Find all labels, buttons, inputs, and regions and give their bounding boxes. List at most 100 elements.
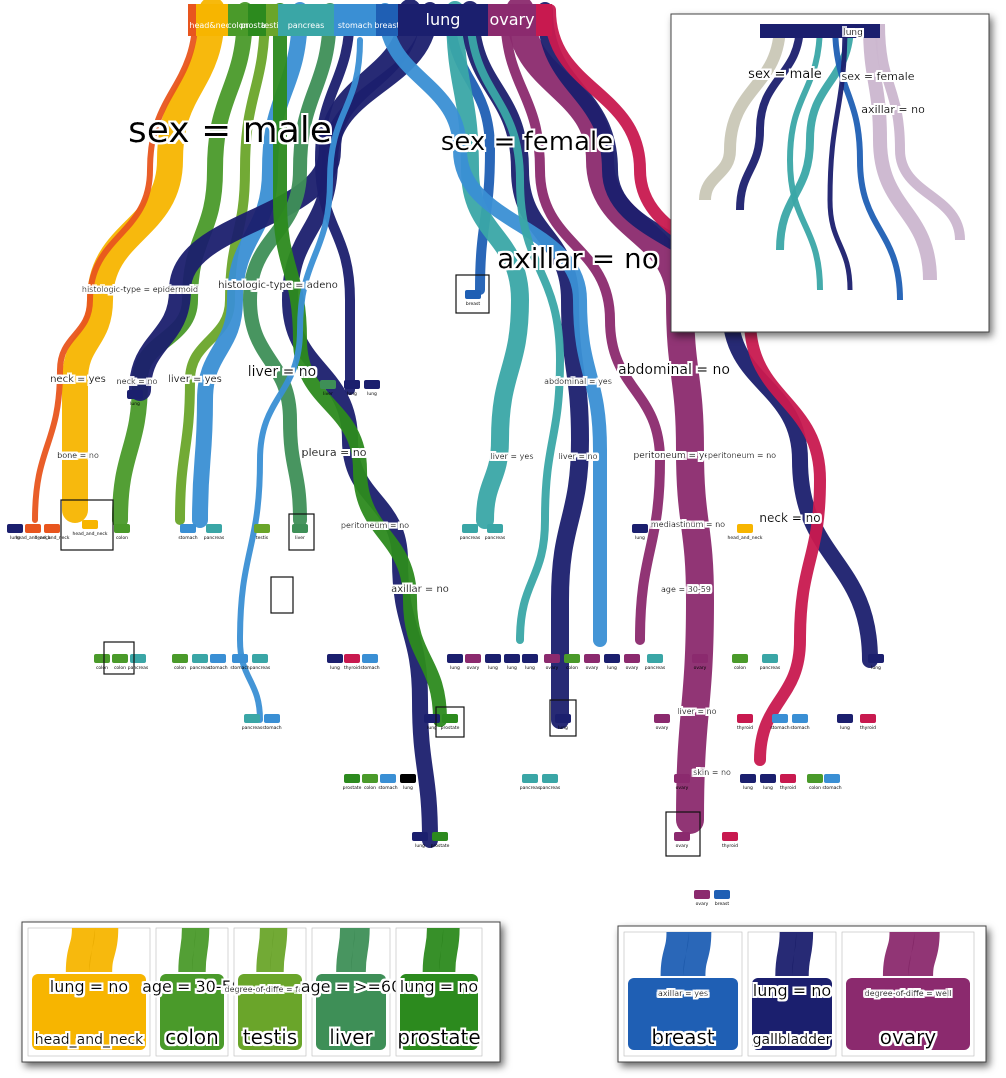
leaf-6-leaf-block [206, 524, 222, 533]
zoom-right-flow-1 [775, 931, 814, 977]
leaf-44-leaf-label: pancreas [760, 665, 781, 671]
split-sex-female: sex = female [441, 127, 613, 157]
zoom-left-leaf-block-1 [160, 974, 224, 1050]
split-peritoneum-no: peritoneum = no [341, 521, 409, 530]
leaf-13-leaf-block [127, 390, 143, 399]
leaf-53-leaf-label: lung [840, 725, 850, 731]
top-class-segment-2 [228, 4, 248, 36]
orange-flow [32, 7, 199, 523]
zoom-left-flow-0 [65, 927, 119, 973]
leaf-22-leaf-block [192, 654, 208, 663]
leaf-4-leaf-block [114, 524, 130, 533]
split-liver-no: liver = no [248, 364, 317, 380]
zoom-right-split-label-1: lung = no [753, 981, 831, 1000]
leaf-65-leaf-label: colon [809, 785, 821, 791]
zoom-left-leaf-label-2: testis [243, 1025, 297, 1049]
leaf-51-leaf-label: stomach [770, 725, 789, 731]
leaf-63-leaf-label: lung [763, 785, 773, 791]
highlight-box-6 [549, 699, 577, 737]
leaf-31-leaf-block [447, 654, 463, 663]
stomach-flow-thin [236, 37, 363, 723]
leaf-16-leaf-label: lung [367, 391, 377, 397]
leaf-17-leaf-block [465, 290, 481, 299]
zoom-right-flow-0 [660, 931, 712, 977]
zoom-right-flow-2 [882, 931, 940, 977]
zoom-left-leaf-label-3: liver [329, 1025, 373, 1049]
zoom-left-column-4: lung = no prostate [395, 927, 483, 1057]
leaf-11-leaf-label: lung [635, 535, 645, 541]
split-liver-no-right: liver = no [558, 452, 597, 461]
thyroid-flow [544, 4, 827, 766]
zoom-right-leaf-block-1 [752, 978, 832, 1050]
top-class-segment-1 [196, 4, 228, 36]
split-histologic-adeno: histologic-type = adeno [218, 280, 338, 291]
highlight-boxes [60, 274, 701, 857]
leaf-70-leaf-block [722, 832, 738, 841]
leaf-15-leaf-label: lung [347, 391, 357, 397]
zoom-left-leaf-label-1: colon [165, 1025, 219, 1049]
leaf-67-leaf-label: lung [415, 843, 425, 849]
zoom-right-leaf-label-0: breast [651, 1025, 714, 1049]
zoom-left-leaf-block-2 [238, 974, 302, 1050]
leaf-47-leaf-block [442, 714, 458, 723]
leaf-72-leaf-label: breast [715, 901, 729, 907]
top-class-segment-6 [334, 4, 376, 36]
leaf-23-leaf-block [210, 654, 226, 663]
split-peritoneum-yes: peritoneum = yes [633, 451, 714, 461]
top-class-label-3: prostate [240, 21, 273, 30]
top-class-label-9: ovary [489, 10, 534, 29]
leaf-18-leaf-label: colon [96, 665, 108, 671]
zoom-left-split-label-1: age = 30-59 [142, 977, 242, 996]
zoom-left-split-label-3: age = >=60 [301, 977, 402, 996]
top-class-segment-10 [536, 4, 552, 36]
leaf-33-leaf-block [485, 654, 501, 663]
leaf-54-leaf-block [860, 714, 876, 723]
inset-sex-male: sex = male [748, 67, 822, 82]
leaf-61-leaf-label: ovary [676, 785, 689, 791]
leaf-24-leaf-label: stomach [230, 665, 249, 671]
leaf-28-leaf-label: lung [330, 665, 340, 671]
zoom-right-leaf-label-2: ovary [880, 1025, 937, 1049]
leaf-67-leaf-block [412, 832, 428, 841]
leaf-33-leaf-label: lung [488, 665, 498, 671]
leaf-30-leaf-label: stomach [360, 665, 379, 671]
flow-bundles [32, 0, 878, 848]
leaf-32-leaf-label: ovary [467, 665, 480, 671]
top-class-segment-5 [278, 4, 334, 36]
leaf-34-leaf-label: lung [507, 665, 517, 671]
head-neck-flow [61, 0, 225, 523]
leaf-36-leaf-label: ovary [546, 665, 559, 671]
zoom-left-split-label-2: degree-of-diffe = fairly [225, 985, 316, 994]
zoom-left-flow-4 [422, 927, 460, 973]
split-mediastinum-no: mediastinum = no [651, 520, 725, 529]
leaf-57-leaf-block [380, 774, 396, 783]
leaf-70-leaf-label: thyroid [722, 843, 738, 849]
leaf-8-leaf-label: liver [295, 535, 305, 541]
inset-flow-3 [786, 23, 823, 291]
split-sex-male: sex = male [128, 110, 332, 151]
leaf-38-leaf-block [584, 654, 600, 663]
split-neck-yes: neck = yes [50, 374, 106, 385]
leaf-66-leaf-label: stomach [822, 785, 841, 791]
zoom-left-column-3: age = >=60 liver [301, 927, 402, 1057]
leaf-35-leaf-label: lung [525, 665, 535, 671]
leaf-38-leaf-label: ovary [586, 665, 599, 671]
leaf-40-leaf-label: ovary [626, 665, 639, 671]
leaf-3-leaf-label: head_and_neck [73, 531, 108, 537]
leaf-4-leaf-label: colon [116, 535, 128, 541]
leaf-52-leaf-label: stomach [790, 725, 809, 731]
leaf-34-leaf-block [504, 654, 520, 663]
zoom-right-column-0: axillar = yes breast [623, 931, 743, 1057]
zoom-right-split-label-0: axillar = yes [658, 989, 708, 998]
leaf-24-leaf-block [232, 654, 248, 663]
leaf-63-leaf-block [760, 774, 776, 783]
inset-flows [699, 23, 965, 301]
leaf-19-leaf-label: colon [114, 665, 126, 671]
leaf-37-leaf-block [564, 654, 580, 663]
leaf-16-leaf-block [364, 380, 380, 389]
prostate-flow [272, 3, 447, 727]
zoom-left-leaf-block-4 [400, 974, 478, 1050]
leaf-1-leaf-label: head_and_neck [16, 535, 51, 541]
leaf-51-leaf-block [772, 714, 788, 723]
highlight-box-0 [455, 274, 490, 314]
